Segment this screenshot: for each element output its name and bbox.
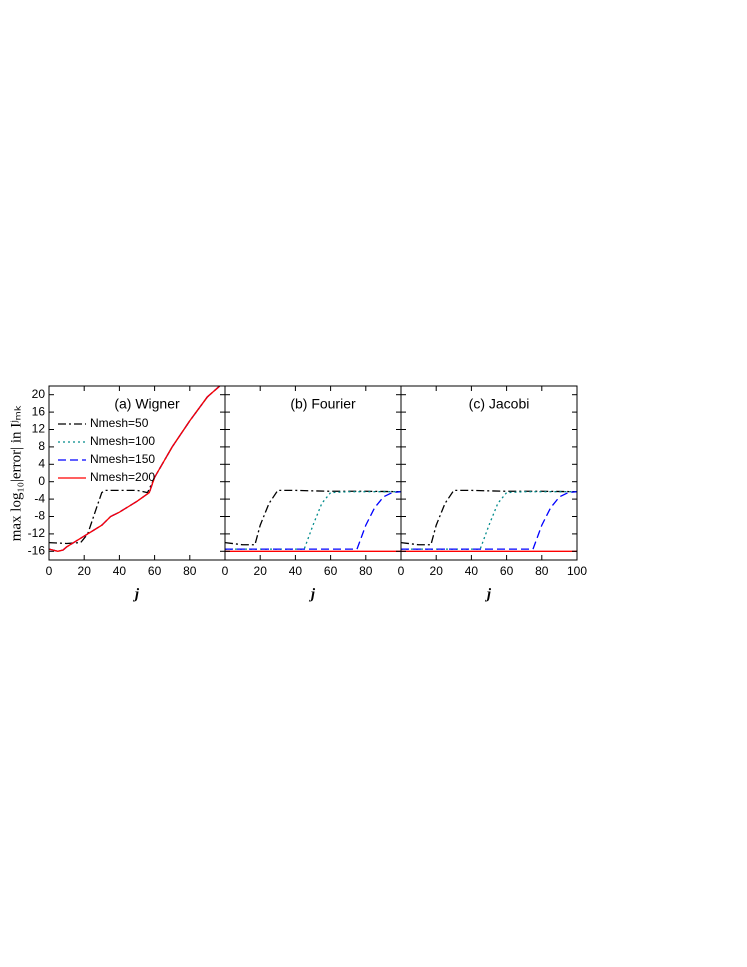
panel-title: (c) Jacobi bbox=[469, 396, 530, 412]
x-tick-label: 60 bbox=[324, 564, 338, 578]
series-line bbox=[225, 491, 401, 550]
series-line bbox=[225, 491, 401, 550]
plot-frame bbox=[224, 385, 402, 561]
panel-title: (b) Fourier bbox=[290, 396, 356, 412]
x-tick-label: 100 bbox=[567, 564, 587, 578]
x-tick-label: 40 bbox=[113, 564, 127, 578]
y-tick-label: -8 bbox=[34, 509, 45, 523]
panel-title: (a) Wigner bbox=[114, 396, 180, 412]
y-tick-label: -12 bbox=[28, 526, 46, 540]
x-tick-label: 80 bbox=[535, 564, 549, 578]
x-tick-label: 60 bbox=[148, 564, 162, 578]
x-tick-label: 80 bbox=[359, 564, 373, 578]
legend-label: Nmesh=200 bbox=[90, 470, 155, 484]
y-tick-label: -4 bbox=[34, 491, 45, 505]
x-tick-label: 20 bbox=[254, 564, 268, 578]
y-tick-label: 0 bbox=[38, 474, 45, 488]
x-axis-label: j bbox=[309, 586, 316, 602]
legend-label: Nmesh=50 bbox=[90, 416, 149, 430]
series-line bbox=[49, 386, 221, 552]
series-line bbox=[401, 491, 577, 550]
x-tick-label: 60 bbox=[500, 564, 514, 578]
series-line bbox=[401, 489, 577, 546]
x-tick-label: 20 bbox=[430, 564, 444, 578]
y-tick-label: 12 bbox=[32, 422, 46, 436]
y-tick-label: 20 bbox=[32, 387, 46, 401]
x-tick-label: 0 bbox=[46, 564, 53, 578]
x-tick-label: 0 bbox=[398, 564, 405, 578]
x-tick-label: 80 bbox=[183, 564, 197, 578]
series-line bbox=[225, 489, 401, 546]
x-tick-label: 40 bbox=[465, 564, 479, 578]
legend-label: Nmesh=100 bbox=[90, 434, 155, 448]
y-tick-label: -16 bbox=[28, 543, 46, 557]
y-axis-label: max log₁₀|error| in Iʲₘₖ bbox=[8, 405, 24, 542]
x-axis-label: j bbox=[133, 586, 140, 602]
plot-frame bbox=[400, 385, 578, 561]
y-tick-label: 16 bbox=[32, 404, 46, 418]
legend-label: Nmesh=150 bbox=[90, 452, 155, 466]
x-tick-label: 20 bbox=[78, 564, 92, 578]
series-line bbox=[401, 491, 577, 550]
x-axis-label: j bbox=[485, 586, 492, 602]
x-tick-label: 40 bbox=[289, 564, 303, 578]
y-tick-label: 8 bbox=[38, 439, 45, 453]
x-tick-label: 0 bbox=[222, 564, 229, 578]
series-line bbox=[49, 386, 221, 545]
y-tick-label: 4 bbox=[38, 456, 45, 470]
